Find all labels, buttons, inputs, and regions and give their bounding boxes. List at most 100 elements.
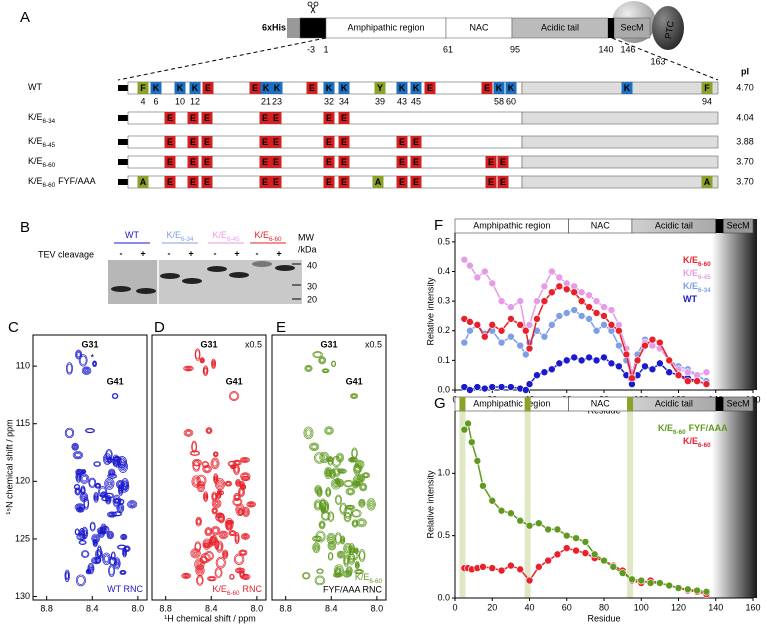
contour [325, 427, 333, 434]
tail-bar [521, 111, 719, 125]
data-point [615, 326, 623, 335]
contour [225, 481, 232, 486]
x-tick-label: 8.0 [132, 603, 145, 613]
contour [312, 351, 323, 359]
data-point [540, 282, 549, 291]
contour [206, 544, 210, 546]
residue-letter: F [704, 83, 710, 93]
contour [122, 547, 127, 558]
contour [113, 511, 122, 516]
contour [216, 479, 224, 489]
contour [107, 481, 111, 486]
contour [326, 489, 330, 495]
data-point [525, 576, 534, 585]
residue-letter: E [413, 177, 419, 187]
row-label-sub: 6-60 [43, 182, 56, 189]
residue-letter: E [413, 157, 419, 167]
residue-letter: E [204, 113, 210, 123]
data-point [592, 326, 601, 335]
contour [345, 487, 356, 496]
row-label-sub: 6-45 [43, 142, 56, 149]
peak-label: G41 [346, 377, 363, 387]
contour [111, 393, 119, 400]
contour [101, 525, 110, 534]
contour [350, 393, 358, 399]
contour [248, 502, 254, 507]
contour [72, 443, 79, 450]
contour [230, 464, 236, 470]
contour [81, 475, 87, 482]
contour [85, 369, 89, 373]
contour [72, 451, 84, 460]
stall-box [715, 397, 724, 411]
contour [92, 361, 97, 367]
domain-label: NAC [469, 22, 489, 32]
contour [108, 566, 115, 576]
contour [215, 502, 219, 505]
contour [235, 534, 239, 542]
contour [247, 501, 255, 507]
contour [75, 574, 86, 587]
contour [358, 462, 362, 466]
contour [351, 394, 357, 398]
domain-label: Acidic tail [541, 22, 579, 32]
contour [211, 536, 217, 545]
contour [305, 429, 312, 437]
contour [212, 526, 220, 535]
contour [64, 427, 75, 439]
data-point [480, 332, 489, 341]
legend-entry-sub: 6-60 [698, 442, 711, 449]
data-point [570, 288, 579, 297]
contour [115, 499, 120, 503]
contour [191, 440, 198, 453]
data-point [600, 321, 608, 329]
contour [354, 569, 364, 575]
residue-letter: E [252, 83, 258, 93]
contour [367, 499, 375, 510]
residue-box [338, 156, 350, 168]
data-point [562, 309, 571, 317]
residue-box [323, 112, 335, 124]
gel-band [252, 261, 272, 267]
legend-entry-name: K/E [683, 281, 698, 291]
data-point [656, 579, 664, 587]
data-point [516, 565, 524, 574]
residue-box [202, 82, 214, 94]
gel-band [136, 288, 156, 294]
domain-label: NAC [591, 398, 611, 408]
data-point [507, 509, 515, 518]
contour [106, 511, 118, 518]
residue-letter: E [399, 177, 405, 187]
spectrum-frame [151, 334, 267, 601]
data-point [460, 425, 469, 434]
residue-letter: E [326, 137, 332, 147]
contour [94, 482, 102, 489]
residue-letter: E [273, 113, 279, 123]
contour [94, 461, 101, 467]
contour [336, 479, 340, 484]
residue-letter: E [488, 177, 494, 187]
y-tick-label: 0.2 [437, 325, 450, 335]
sample-label: K/E6-60 [355, 572, 383, 585]
contour [201, 461, 210, 468]
data-point [467, 438, 476, 446]
gel-band [207, 266, 227, 272]
contour [356, 461, 363, 467]
contour [318, 520, 326, 530]
ribosome-link [118, 179, 128, 185]
data-point [702, 368, 711, 377]
y-tick-label: 110 [16, 360, 30, 370]
contour [185, 430, 192, 435]
contour [356, 570, 362, 574]
contour [107, 457, 112, 463]
contour [74, 528, 80, 536]
contour [211, 358, 217, 370]
contour [241, 457, 249, 463]
tail-bar [521, 155, 719, 169]
contour [75, 350, 82, 359]
contour [340, 535, 346, 545]
contour [212, 493, 217, 500]
contour [351, 447, 358, 459]
contour [73, 452, 82, 459]
data-point [507, 561, 515, 570]
